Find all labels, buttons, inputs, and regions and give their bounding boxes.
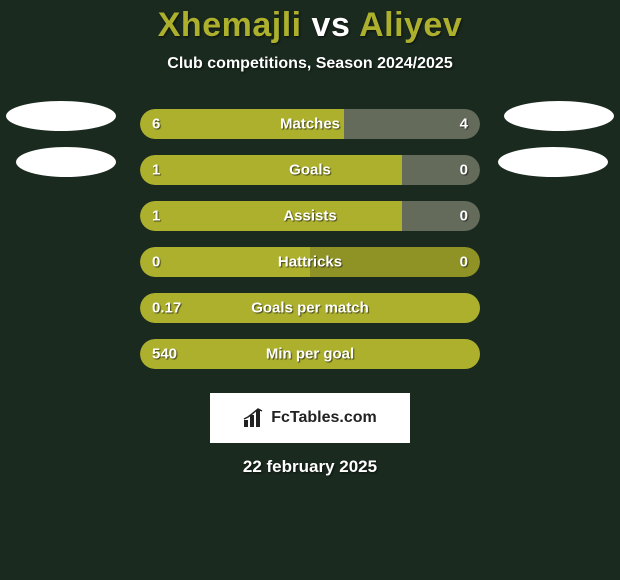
chart-bars-icon xyxy=(243,408,265,428)
stat-value-left: 0.17 xyxy=(152,300,181,317)
stat-row: Min per goal 540 xyxy=(0,331,620,377)
title-vs: vs xyxy=(312,6,351,44)
stat-label: Hattricks xyxy=(278,254,342,271)
stat-label: Assists xyxy=(283,208,336,225)
brand-text: FcTables.com xyxy=(271,409,377,427)
stat-bar-track: Hattricks 0 0 xyxy=(140,247,480,277)
stat-label: Matches xyxy=(280,116,340,133)
stat-row: Matches 6 4 xyxy=(0,101,620,147)
stat-value-right: 0 xyxy=(460,162,468,179)
stat-bar-left xyxy=(140,201,402,231)
player1-name: Xhemajli xyxy=(158,6,302,44)
stat-value-right: 4 xyxy=(460,116,468,133)
stat-bar-track: Goals 1 0 xyxy=(140,155,480,185)
stat-bar-track: Min per goal 540 xyxy=(140,339,480,369)
stat-value-left: 540 xyxy=(152,346,177,363)
stat-value-left: 1 xyxy=(152,162,160,179)
stat-label: Min per goal xyxy=(266,346,354,363)
comparison-chart: Matches64Goals10Assists10Hattricks00Goal… xyxy=(0,101,620,377)
player2-name: Aliyev xyxy=(359,6,462,44)
stat-bar-right xyxy=(402,155,480,185)
stat-label: Goals per match xyxy=(251,300,369,317)
stat-value-right: 0 xyxy=(460,208,468,225)
stat-bar-track: Assists 1 0 xyxy=(140,201,480,231)
stat-row: Assists 1 0 xyxy=(0,193,620,239)
stat-row: Goals per match 0.17 xyxy=(0,285,620,331)
comparison-title: Xhemajli vs Aliyev xyxy=(0,0,620,45)
stat-bar-right xyxy=(402,201,480,231)
subtitle: Club competitions, Season 2024/2025 xyxy=(0,55,620,73)
stat-row: Hattricks 0 0 xyxy=(0,239,620,285)
stat-bar-track: Goals per match 0.17 xyxy=(140,293,480,323)
stat-bar-track: Matches 6 4 xyxy=(140,109,480,139)
stat-value-left: 1 xyxy=(152,208,160,225)
date-label: 22 february 2025 xyxy=(0,457,620,477)
stat-bar-left xyxy=(140,155,402,185)
stat-value-right: 0 xyxy=(460,254,468,271)
stat-value-left: 6 xyxy=(152,116,160,133)
stat-value-left: 0 xyxy=(152,254,160,271)
brand-badge[interactable]: FcTables.com xyxy=(210,393,410,443)
stat-label: Goals xyxy=(289,162,331,179)
stat-row: Goals 1 0 xyxy=(0,147,620,193)
